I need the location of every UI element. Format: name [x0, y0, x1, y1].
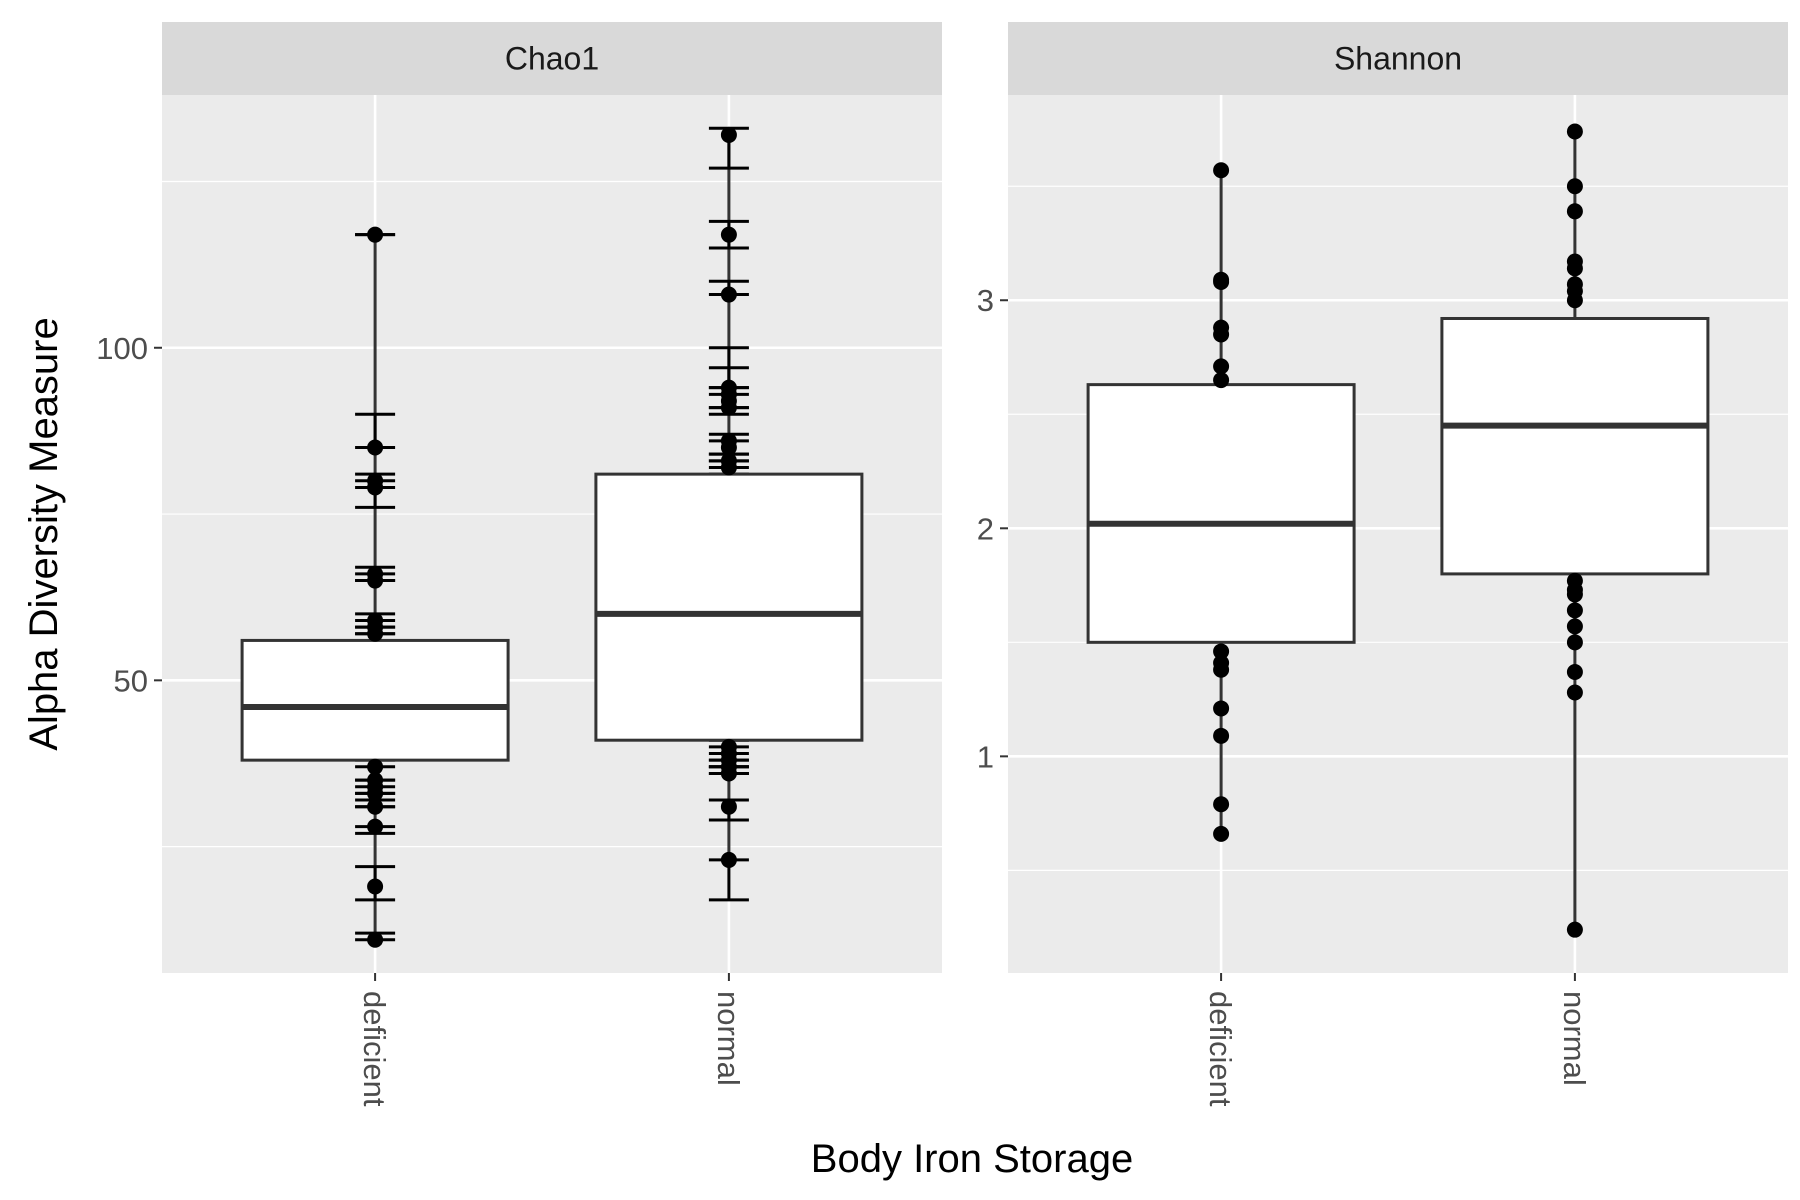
data-point	[1213, 162, 1230, 179]
data-point	[1566, 178, 1583, 195]
y-tick-label: 3	[977, 283, 994, 318]
data-point	[367, 226, 384, 243]
iqr-box	[1440, 316, 1710, 576]
data-point	[367, 878, 384, 895]
data-point	[1213, 796, 1230, 813]
x-tick-label-normal: normal	[1557, 991, 1592, 1086]
x-tick-label-deficient: deficient	[1203, 991, 1238, 1107]
data-point	[720, 439, 737, 456]
data-point	[720, 226, 737, 243]
facet-strip-label: Chao1	[505, 41, 599, 77]
group-deficient	[1086, 162, 1356, 842]
data-point	[367, 625, 384, 642]
data-point	[1213, 825, 1230, 842]
y-tick-label: 2	[977, 511, 994, 546]
data-point	[1566, 203, 1583, 220]
data-point	[1566, 663, 1583, 680]
data-point	[720, 851, 737, 868]
data-point	[367, 479, 384, 496]
iqr-box	[594, 472, 864, 742]
data-point	[1213, 372, 1230, 389]
x-tick-label-deficient: deficient	[357, 991, 392, 1107]
data-point	[367, 758, 384, 775]
data-point	[1213, 326, 1230, 343]
data-point	[720, 399, 737, 416]
data-point	[367, 439, 384, 456]
data-point	[1213, 643, 1230, 660]
data-point	[367, 785, 384, 802]
facet-strip	[162, 22, 942, 95]
x-tick-label-normal: normal	[711, 991, 746, 1086]
data-point	[1566, 602, 1583, 619]
data-point	[720, 126, 737, 143]
group-normal	[1440, 123, 1710, 938]
data-point	[1566, 586, 1583, 603]
data-point	[1213, 727, 1230, 744]
data-point	[1213, 358, 1230, 375]
data-point	[367, 798, 384, 815]
y-tick-label: 50	[114, 663, 148, 698]
data-point	[1566, 684, 1583, 701]
facet-strip	[1008, 22, 1788, 95]
data-point	[367, 931, 384, 948]
y-axis-title: Alpha Diversity Measure	[22, 317, 66, 751]
data-point	[1566, 634, 1583, 651]
data-point	[720, 286, 737, 303]
data-point	[1566, 123, 1583, 140]
data-point	[720, 765, 737, 782]
data-point	[1213, 700, 1230, 717]
data-point	[1566, 921, 1583, 938]
group-normal	[594, 126, 864, 902]
data-point	[1566, 292, 1583, 309]
data-point	[1213, 274, 1230, 291]
y-tick-label: 100	[96, 331, 148, 366]
data-point	[720, 459, 737, 476]
iqr-box	[1086, 383, 1356, 644]
y-tick-label: 1	[977, 739, 994, 774]
data-point	[1566, 618, 1583, 635]
data-point	[1566, 260, 1583, 277]
x-axis-title: Body Iron Storage	[811, 1137, 1133, 1181]
panel-shannon: Shannon 1 2 3 deficient normal	[977, 22, 1788, 1107]
panel-chao1: Chao1 50 100 deficient normal	[96, 22, 942, 1107]
group-deficient	[240, 226, 510, 948]
data-point	[367, 572, 384, 589]
data-point	[1213, 661, 1230, 678]
facet-strip-label: Shannon	[1334, 41, 1462, 77]
iqr-box	[240, 638, 510, 762]
data-point	[367, 818, 384, 835]
data-point	[720, 798, 737, 815]
